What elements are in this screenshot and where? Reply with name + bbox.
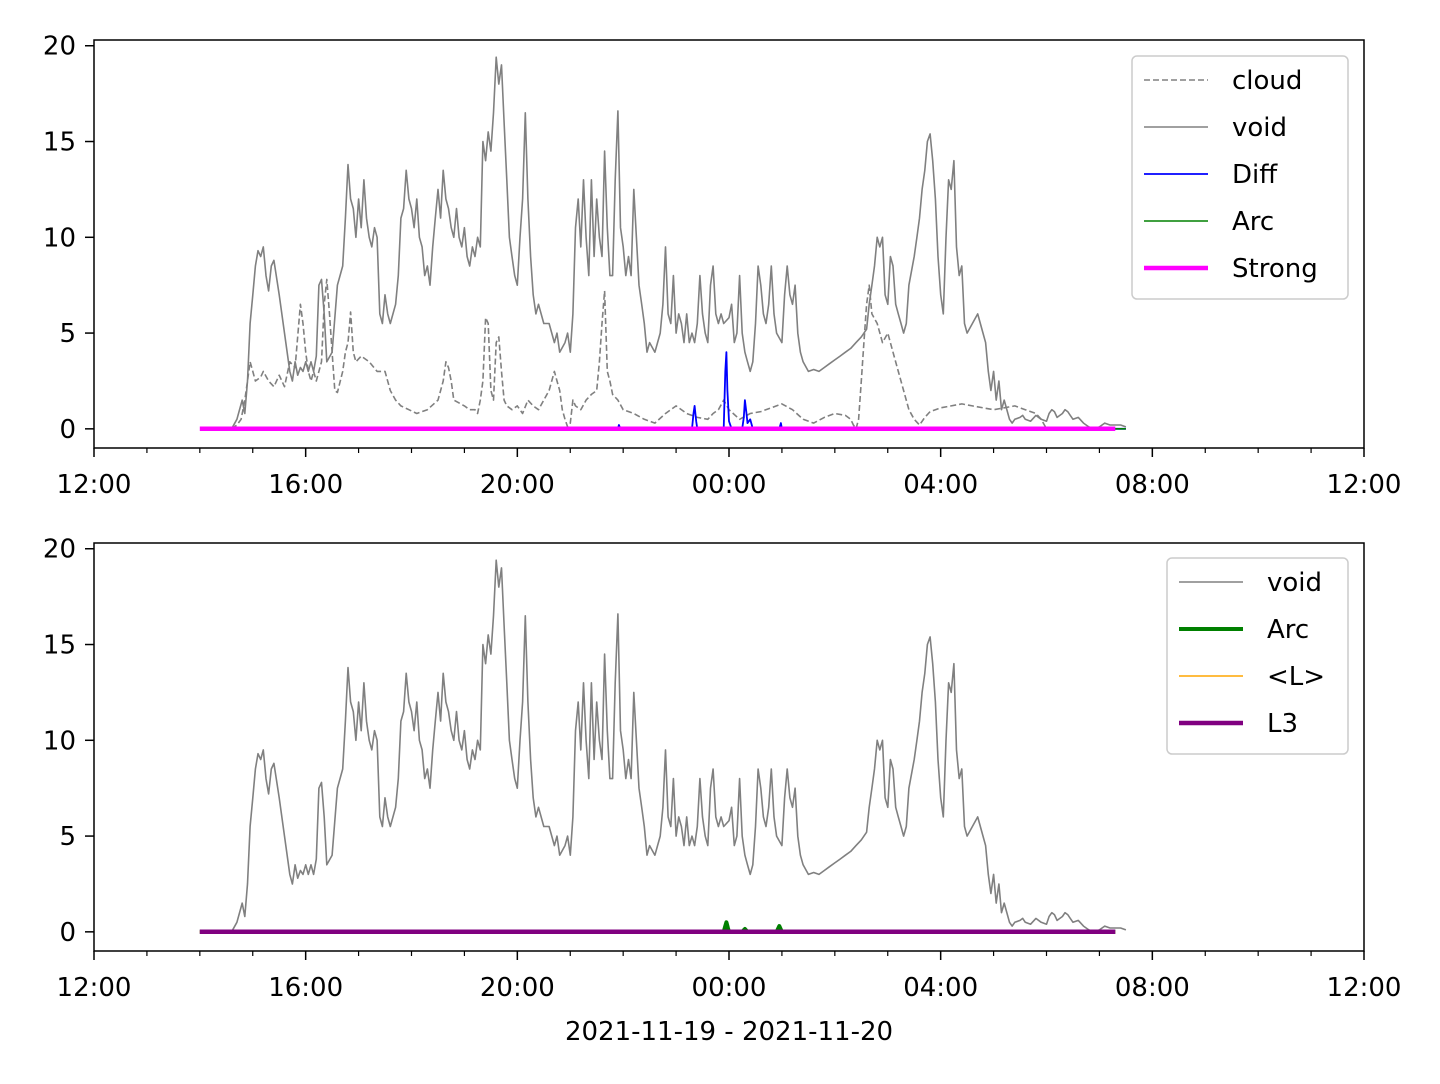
legend-frame [1166, 557, 1349, 755]
y-tick-label: 15 [43, 128, 76, 158]
y-tick-label: 0 [59, 918, 76, 948]
top-chart-panel: 12:00 16:00 20:00 00:00 04:00 08:00 12:00 0 5 10 1… [43, 32, 1402, 500]
legend-label: L3 [1267, 709, 1298, 739]
legend-label: void [1232, 113, 1287, 143]
legend-label: cloud [1232, 66, 1302, 96]
y-tick-label: 15 [43, 631, 76, 661]
x-tick-label: 00:00 [692, 470, 767, 500]
series-line-void [230, 56, 1127, 430]
x-tick-label: 20:00 [480, 973, 555, 1003]
legend-label: Strong [1232, 254, 1318, 284]
x-tick-label: 12:00 [1327, 973, 1402, 1003]
series-line-diff [231, 351, 1126, 430]
legend-label: <L> [1267, 662, 1325, 692]
x-tick-label: 20:00 [480, 470, 555, 500]
x-tick-label: 04:00 [903, 973, 978, 1003]
legend-label: void [1267, 568, 1322, 598]
x-tick-label: 12:00 [57, 470, 132, 500]
x-tick-label: 12:00 [1327, 470, 1402, 500]
x-tick-label: 08:00 [1115, 973, 1190, 1003]
y-tick-label: 5 [59, 319, 76, 349]
bottom-chart-panel: 12:00 16:00 20:00 00:00 04:00 08:00 12:00 0 5 10 1… [43, 535, 1402, 1003]
legend-label: Diff [1232, 160, 1278, 190]
x-tick-label: 16:00 [268, 973, 343, 1003]
legend: cloud void Diff Arc Strong [1131, 55, 1349, 300]
legend-frame [1131, 55, 1349, 300]
legend: void Arc <L> L3 [1166, 557, 1349, 755]
y-tick-label: 10 [43, 726, 76, 756]
y-tick-label: 5 [59, 822, 76, 852]
x-tick-label: 04:00 [903, 470, 978, 500]
y-tick-label: 20 [43, 535, 76, 565]
y-tick-label: 20 [43, 32, 76, 62]
y-tick-label: 0 [59, 415, 76, 445]
x-tick-label: 16:00 [268, 470, 343, 500]
x-tick-label: 00:00 [692, 973, 767, 1003]
legend-label: Arc [1232, 207, 1274, 237]
series-group [199, 56, 1127, 432]
series-group [199, 559, 1127, 935]
legend-label: Arc [1267, 615, 1309, 645]
y-tick-label: 10 [43, 223, 76, 253]
series-line-void [230, 559, 1127, 933]
x-tick-label: 08:00 [1115, 470, 1190, 500]
x-axis-label: 2021-11-19 - 2021-11-20 [565, 1017, 893, 1047]
x-tick-label: 12:00 [57, 973, 132, 1003]
series-line-cloud [231, 278, 1048, 430]
